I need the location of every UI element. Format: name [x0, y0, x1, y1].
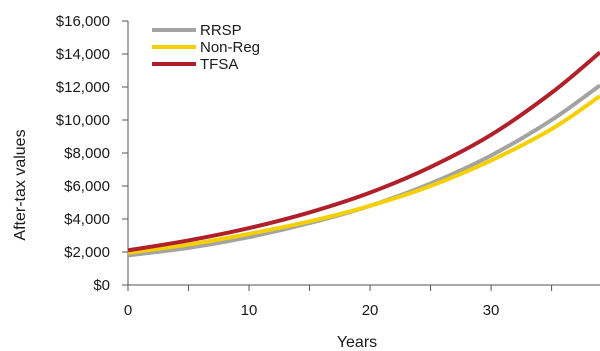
y-tick-label: $4,000 — [64, 211, 110, 228]
series-line-non-reg — [127, 94, 600, 255]
y-tick-label: $14,000 — [56, 46, 110, 63]
legend-label: Non-Reg — [200, 39, 260, 56]
x-tick-label: 30 — [483, 302, 500, 319]
y-tick-label: $2,000 — [64, 244, 110, 261]
y-axis-ticks: $0 $2,000 $4,000 $6,000 $8,000 $10,000 $12,000… — [56, 13, 128, 294]
x-tick-label: 10 — [241, 302, 258, 319]
series-lines — [127, 50, 600, 258]
y-tick-label: $10,000 — [56, 112, 110, 129]
legend-label: TFSA — [200, 56, 238, 73]
legend-label: RRSP — [200, 22, 242, 39]
series-line-tfsa — [127, 50, 600, 253]
y-axis-title: After-tax values — [12, 129, 29, 240]
x-axis-title: Years — [337, 334, 377, 351]
x-axis-ticks: 0 10 20 30 — [124, 285, 553, 319]
y-tick-label: $12,000 — [56, 79, 110, 96]
y-tick-label: $6,000 — [64, 178, 110, 195]
y-tick-label: $8,000 — [64, 145, 110, 162]
y-tick-label: $0 — [93, 277, 110, 294]
x-tick-label: 0 — [124, 302, 132, 319]
y-tick-label: $16,000 — [56, 13, 110, 30]
x-tick-label: 20 — [362, 302, 379, 319]
